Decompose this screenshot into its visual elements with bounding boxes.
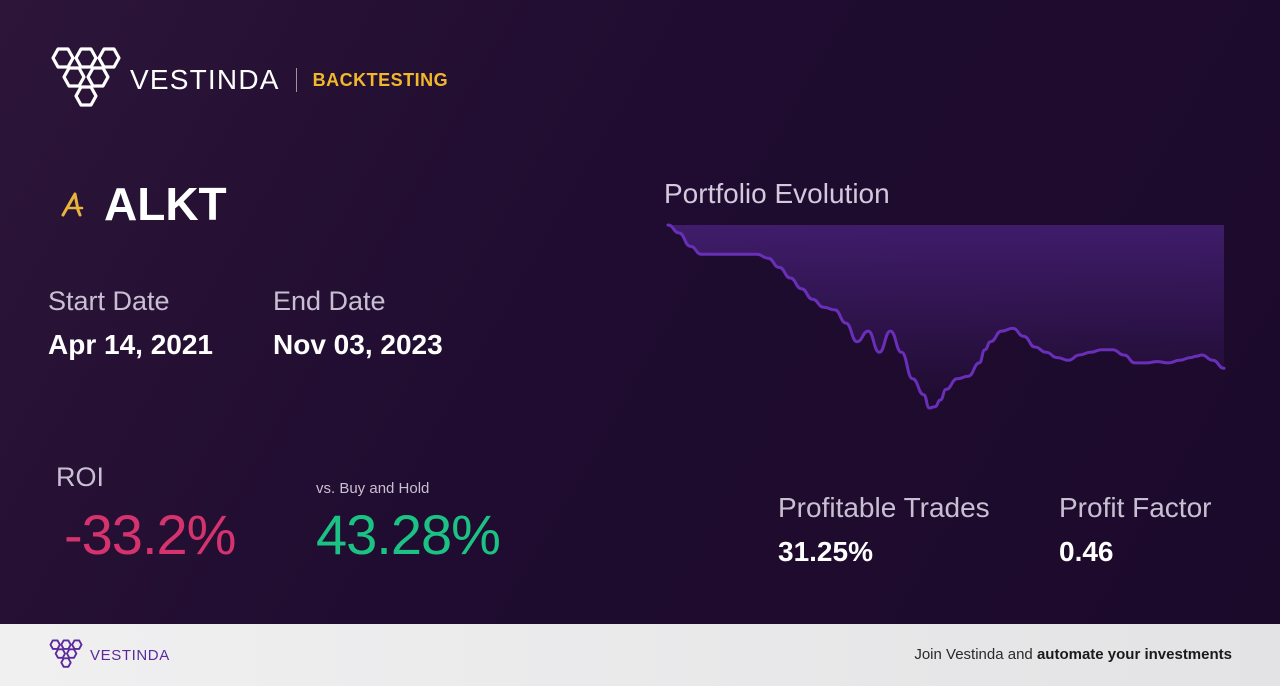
end-date-label: End Date [273,286,386,316]
brand-name: VESTINDA [130,64,280,95]
chart-area [668,225,1224,408]
start-date-label: Start Date [48,286,170,316]
footer-brand[interactable]: VESTINDA [48,639,170,671]
end-date-block: End Date Nov 03, 2023 [273,286,443,361]
footer-brand-name: VESTINDA [90,646,170,664]
hexagon-cluster-logo-icon [51,47,121,107]
end-date-value: Nov 03, 2023 [273,329,443,360]
start-date-block: Start Date Apr 14, 2021 [48,286,213,361]
footer-cta-prefix: Join Vestinda and [914,646,1037,663]
profit-factor-value: 0.46 [1059,536,1114,567]
footer-bar: VESTINDA Join Vestinda and automate your… [0,624,1280,686]
ticker-heading: ALKT [58,176,227,232]
hero-panel: VESTINDA BACKTESTING ALKT Start Date Apr… [0,0,1280,624]
buy-hold-label: vs. Buy and Hold [316,480,430,497]
footer-cta-bold: automate your investments [1036,646,1232,663]
brand-divider [295,68,297,92]
profit-factor-label: Profit Factor [1059,492,1212,523]
brand-tagline: BACKTESTING [312,69,449,90]
portfolio-evolution-chart [666,223,1226,410]
ticker-symbol: ALKT [104,178,227,230]
profitable-trades-value: 31.25% [778,536,873,567]
alkami-a-icon [61,192,84,217]
buy-hold-value: 43.28% [316,503,501,566]
chart-title: Portfolio Evolution [664,178,890,209]
start-date-value: Apr 14, 2021 [48,329,213,360]
footer-cta[interactable]: Join Vestinda and automate your investme… [914,646,1232,663]
roi-label: ROI [56,462,105,492]
profitable-trades-label: Profitable Trades [778,492,990,523]
chart-series-line [666,223,1226,410]
roi-value: -33.2% [64,503,236,566]
brand-header: VESTINDA BACKTESTING [48,46,448,114]
footer-hexagon-logo-icon [49,639,83,668]
